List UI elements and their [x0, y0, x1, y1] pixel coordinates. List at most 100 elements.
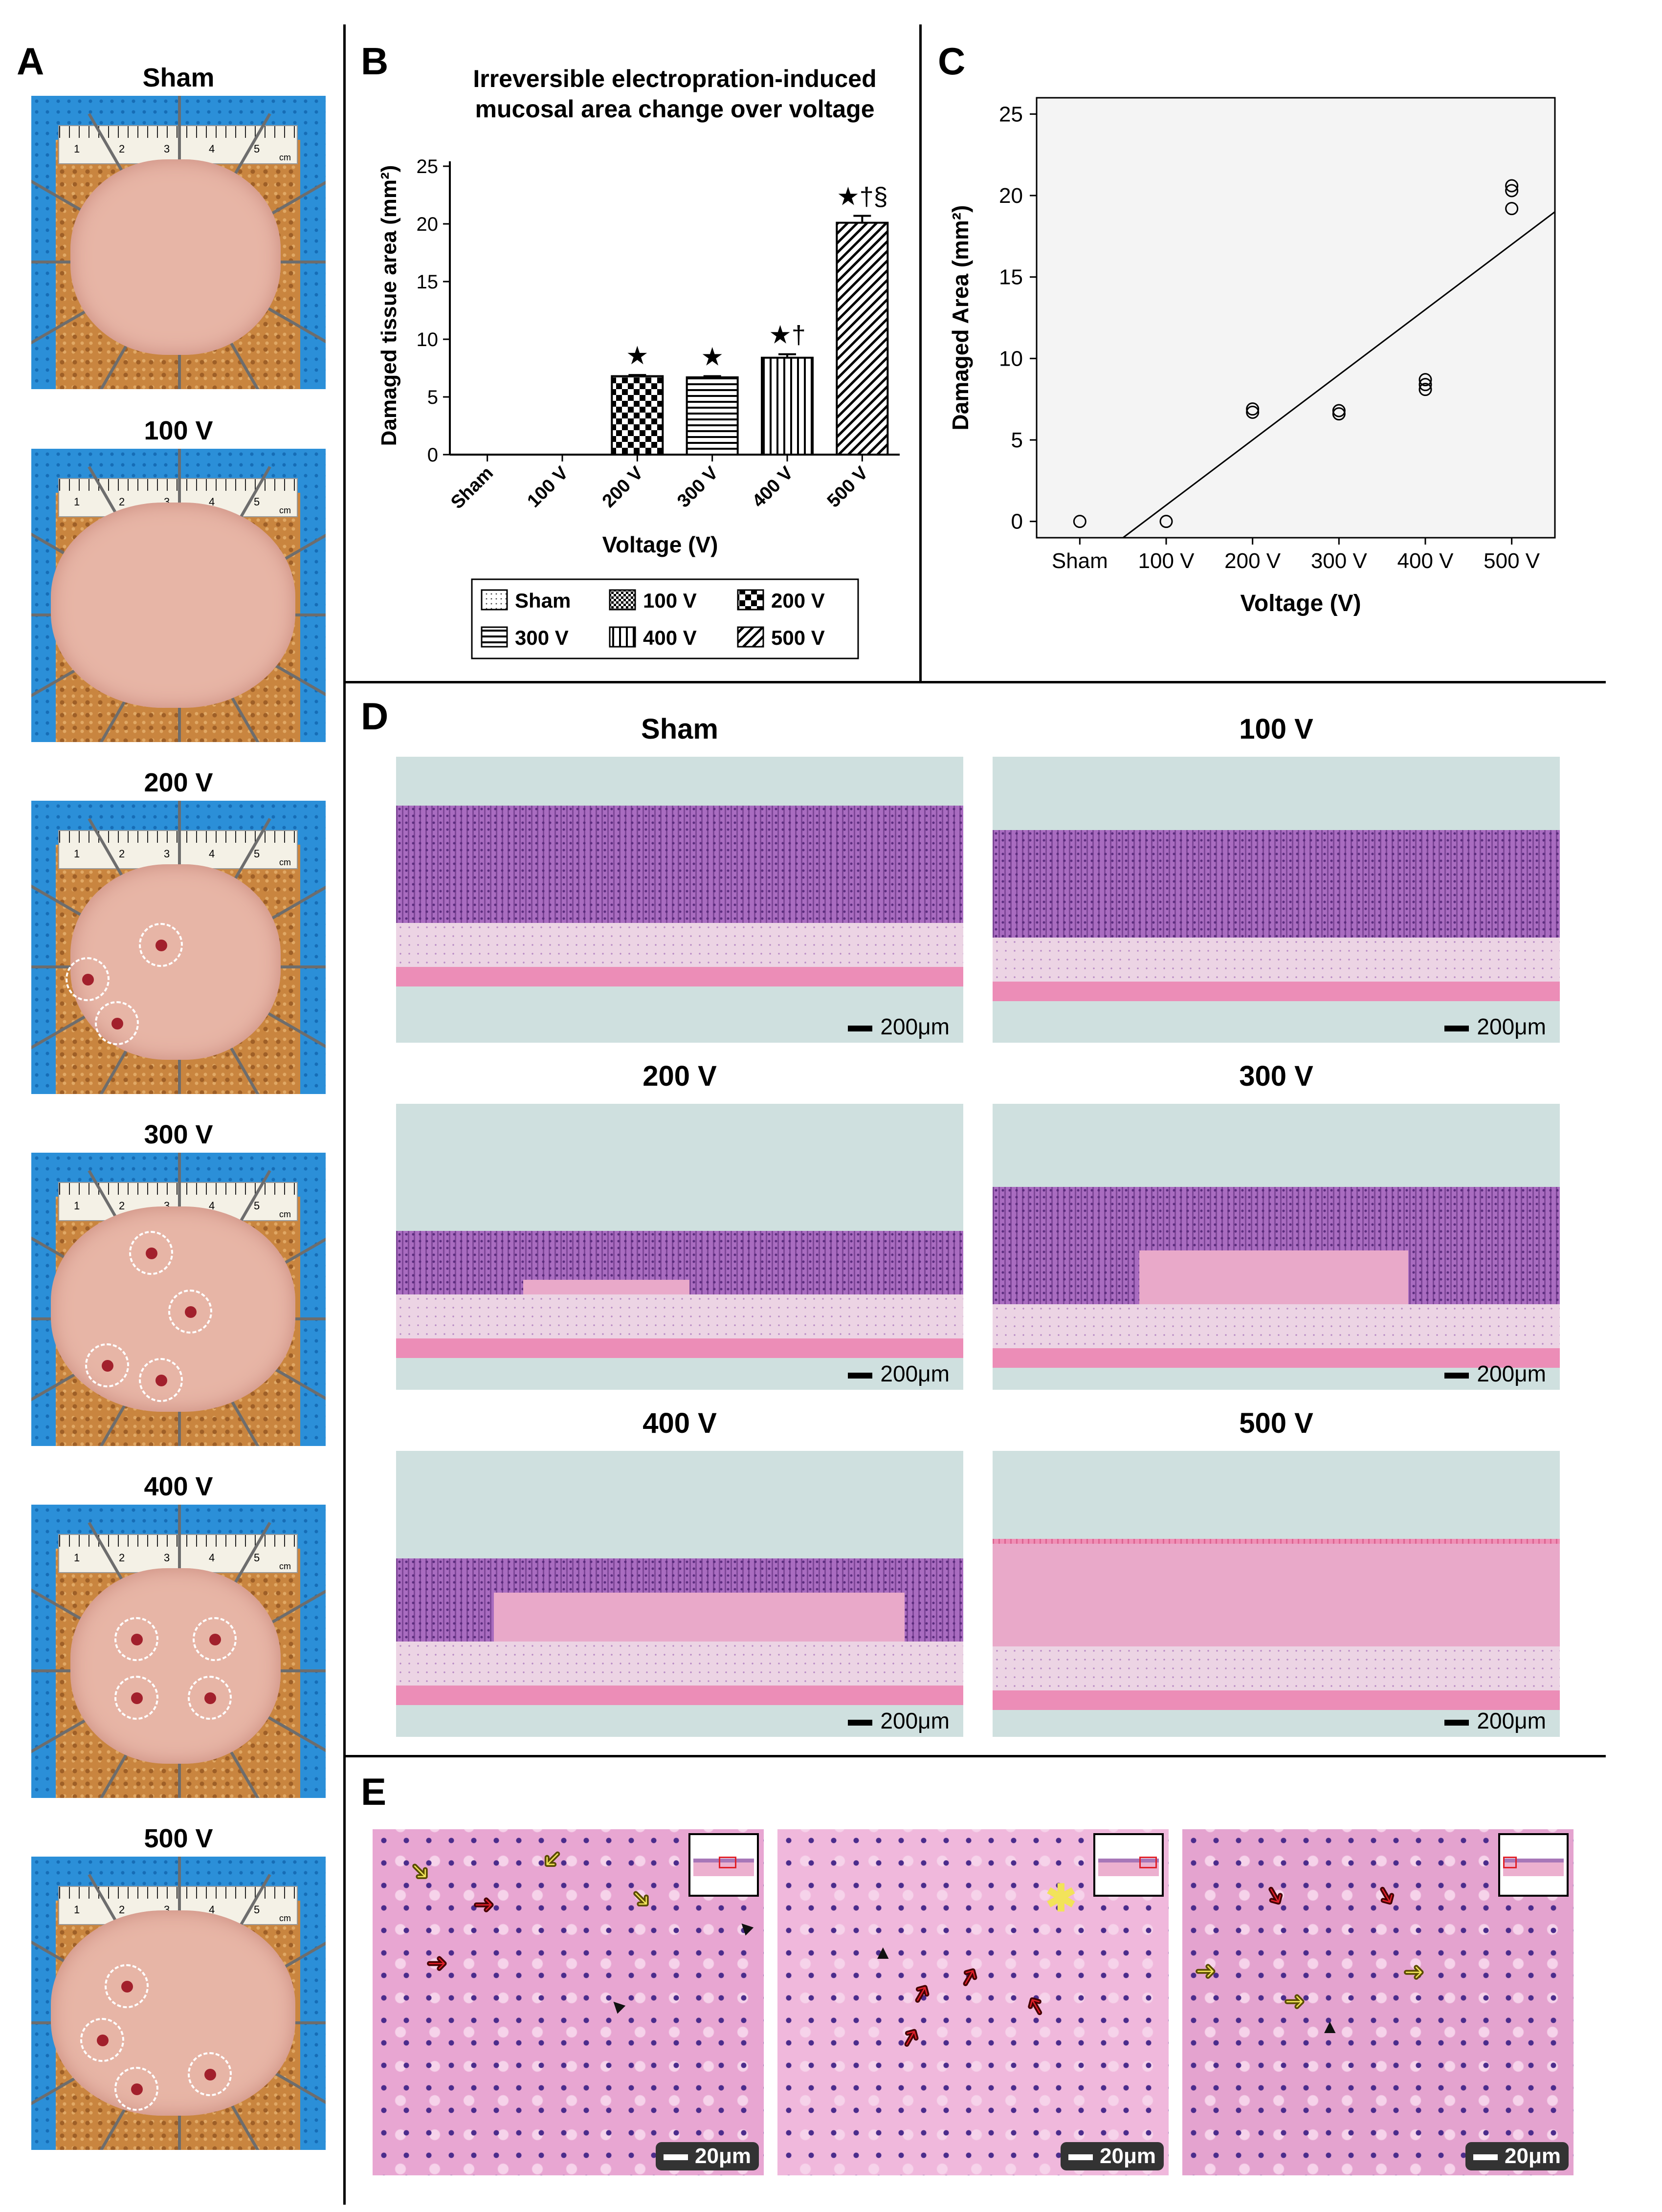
ablation-zone [193, 1617, 237, 1661]
scale-bar-label: 200μm [1477, 1708, 1546, 1733]
panel-label-e: E [361, 1770, 387, 1813]
horizontal-divider-de [344, 1755, 1606, 1757]
legend-label: 200 V [771, 589, 825, 612]
scale-bar: 200μm [848, 1708, 950, 1734]
mucosa-layer [993, 830, 1560, 938]
asterisk-icon: ✱ [1045, 1878, 1077, 1919]
ruler-tick-label: 5 [254, 143, 260, 155]
ruler-tick-label: 3 [164, 848, 170, 860]
pin [178, 1759, 181, 1798]
data-point [1073, 515, 1086, 528]
scale-bar: 20μm [656, 2142, 759, 2170]
x-tick-label: 200 V [1224, 549, 1281, 573]
muscle-layer [396, 1338, 963, 1358]
scale-bar-line [1444, 1025, 1469, 1031]
ruler-tick-label: 5 [254, 1904, 260, 1916]
ablation-zone [114, 1617, 158, 1661]
y-tick-label: 15 [417, 271, 439, 293]
arrow-yellow-icon: ➜ [1403, 1958, 1425, 1986]
scale-bar: 200μm [1444, 1360, 1546, 1387]
ablation-zone [80, 2018, 124, 2062]
ruler-unit: cm [279, 1561, 291, 1571]
regression-line [1122, 211, 1555, 539]
panel-d-title: 300 V [1239, 1060, 1313, 1092]
significance-mark: ★ [701, 343, 724, 372]
ablation-zone [114, 2067, 158, 2111]
bar-300v [686, 376, 739, 456]
ruler-unit: cm [279, 1913, 291, 1923]
ruler-tick-label: 2 [119, 143, 125, 155]
data-point [1246, 405, 1260, 419]
chart-b-ylabel: Damaged tissue area (mm²) [377, 165, 401, 446]
submucosa-layer [993, 1646, 1560, 1690]
ablation-zone [139, 923, 183, 967]
ablation-zone [129, 1231, 173, 1275]
bar-200v [611, 375, 664, 456]
chart-c-xlabel: Voltage (V) [1240, 591, 1361, 616]
tissue-specimen [51, 503, 295, 708]
panel-label-a: A [17, 40, 44, 83]
chart-b-legend: Sham 100 V 200 V 300 V 400 V 500 V [471, 578, 859, 659]
data-point [1418, 373, 1432, 387]
arrow-red-icon: ➜ [951, 1960, 987, 1994]
ruler-tick-label: 4 [209, 848, 215, 860]
ruler-unit: cm [279, 505, 291, 515]
panel-e-image-1: ➜ ➜ ➜ ➜ ➜ ▲ ▲ 20μm [373, 1829, 764, 2175]
significance-mark: ★†§ [837, 182, 887, 211]
pin [178, 1407, 181, 1446]
vertical-divider-bc [919, 24, 922, 682]
ablation-zone [114, 1676, 158, 1720]
scale-bar-line [1444, 1372, 1469, 1379]
arrow-yellow-icon: ➜ [402, 1853, 439, 1889]
specimen-photo: 1 2 3 4 5 cm [31, 96, 326, 389]
panel-d-title: Sham [641, 713, 718, 745]
panel-c-scatter-chart: Damaged Area (mm²) Voltage (V) 0 5 10 15 20 2… [948, 97, 1556, 616]
scale-bar: 200μm [848, 1360, 950, 1387]
panel-a-title: 100 V [144, 416, 213, 445]
necrotic-zone [1139, 1250, 1408, 1304]
x-tick-label: Sham [1052, 549, 1108, 573]
y-tick-label: 20 [999, 184, 1023, 208]
legend-swatch [481, 626, 508, 648]
ablation-zone [85, 1343, 129, 1387]
panel-a-title: 500 V [144, 1824, 213, 1853]
panel-a-title: 200 V [144, 768, 213, 797]
legend-swatch [609, 626, 636, 648]
data-point [1332, 407, 1346, 421]
scale-bar-label: 200μm [880, 1014, 950, 1039]
arrow-yellow-icon: ➜ [623, 1881, 660, 1917]
histology-image: 200μm [993, 757, 1560, 1043]
chart-b-xlabel: Voltage (V) [602, 532, 718, 557]
ruler-tick-label: 4 [209, 1552, 215, 1564]
ruler-tick-label: 1 [74, 496, 80, 508]
y-tick-label: 0 [427, 444, 438, 466]
chart-c-plot-background [1036, 97, 1556, 539]
ablation-zone [95, 1001, 139, 1045]
ruler-tick-label: 4 [209, 1904, 215, 1916]
scale-bar-line [848, 1025, 873, 1031]
ablation-zone [66, 957, 110, 1001]
ruler-unit: cm [279, 857, 291, 867]
specimen-photo: 1 2 3 4 5 cm [31, 801, 326, 1094]
specimen-photo: 1 2 3 4 5 cm [31, 1505, 326, 1798]
legend-swatch [609, 589, 636, 611]
data-point [1505, 179, 1519, 193]
panel-d-title: 400 V [643, 1407, 717, 1439]
histology-image: 200μm [396, 1451, 963, 1737]
panel-a-title: 300 V [144, 1120, 213, 1149]
ablation-zone [168, 1290, 212, 1334]
x-tick-label: 200 V [598, 462, 647, 511]
histology-image: 200μm [396, 1104, 963, 1390]
ruler-tick-label: 2 [119, 496, 125, 508]
specimen-photo: 1 2 3 4 5 cm [31, 1857, 326, 2150]
data-point [1159, 515, 1173, 528]
data-point [1505, 184, 1519, 197]
ruler-unit: cm [279, 153, 291, 162]
panel-a-title: 400 V [144, 1472, 213, 1501]
ruler-tick-label: 4 [209, 143, 215, 155]
ruler-tick-label: 1 [74, 1552, 80, 1564]
data-point [1418, 383, 1432, 396]
legend-label: 300 V [515, 626, 569, 649]
legend-label: Sham [515, 589, 571, 612]
x-tick-label: 300 V [673, 462, 722, 511]
